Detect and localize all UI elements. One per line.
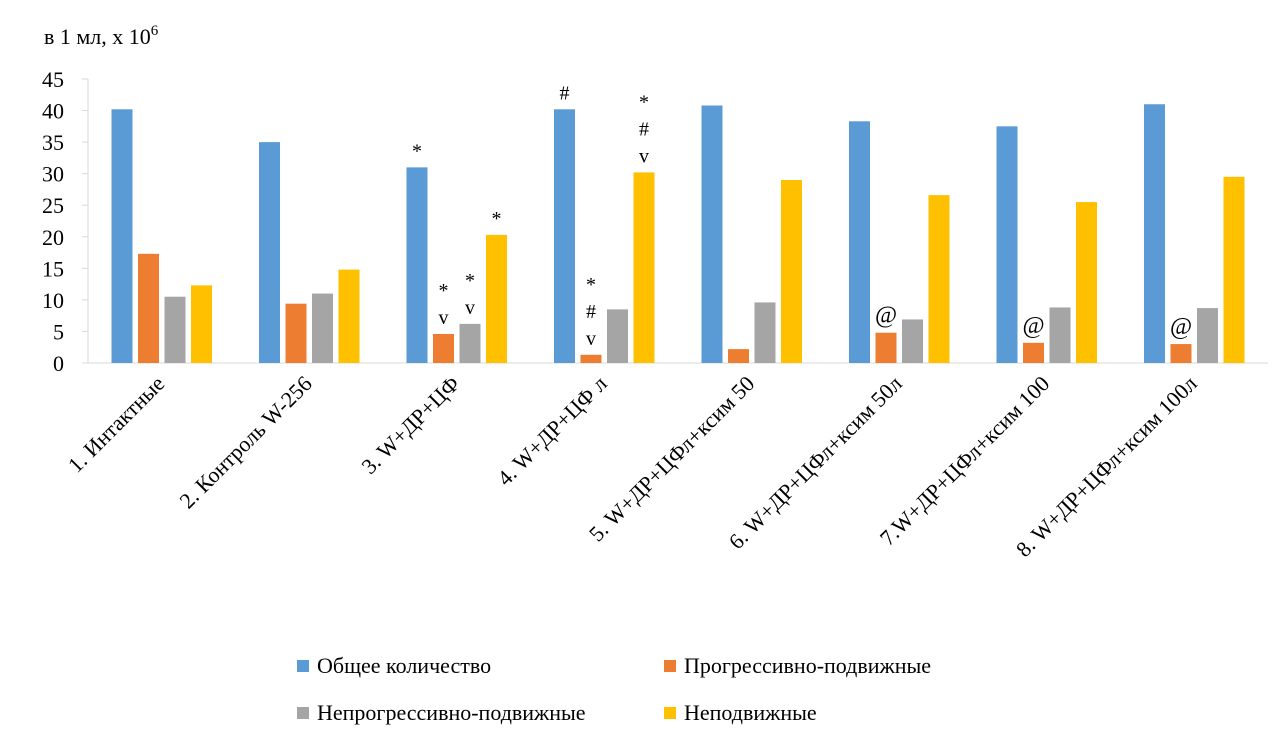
significance-mark: * <box>492 208 502 230</box>
bar <box>849 121 870 363</box>
category-label: 6. W+ДР+ЦФл+ксим 50л <box>724 371 907 554</box>
bar <box>754 302 776 363</box>
y-tick-label: 40 <box>42 99 64 124</box>
bar <box>1197 308 1218 363</box>
significance-mark: # <box>560 82 570 104</box>
bar <box>928 195 950 363</box>
significance-mark: * <box>412 140 422 162</box>
significance-mark: * <box>439 280 449 302</box>
category-label: 4. W+ДР+ЦФ л <box>492 371 612 491</box>
category-label: 1. Интактные <box>63 371 170 478</box>
bar <box>728 349 749 363</box>
significance-mark: @ <box>875 303 897 329</box>
bar <box>781 179 802 363</box>
bar <box>996 126 1018 363</box>
bar <box>1023 342 1044 363</box>
y-tick-label: 30 <box>42 162 64 187</box>
bar <box>285 303 307 363</box>
significance-mark: * <box>465 270 475 292</box>
significance-mark: v <box>639 145 649 167</box>
bar <box>191 285 212 363</box>
y-tick-label: 20 <box>42 225 64 250</box>
y-tick-label: 15 <box>42 256 64 281</box>
y-tick-label: 45 <box>42 67 64 92</box>
bar <box>406 167 428 363</box>
y-tick-label: 10 <box>42 288 64 313</box>
bar <box>259 142 280 363</box>
significance-mark: @ <box>1170 314 1192 340</box>
bar <box>607 309 628 363</box>
bar <box>312 293 333 363</box>
bar <box>1144 104 1165 363</box>
significance-mark: # <box>586 301 596 323</box>
bar <box>1049 307 1071 363</box>
bar <box>902 319 923 363</box>
bar <box>1076 202 1097 363</box>
category-label: 7.W+ДР+ЦФл+ксим 100 <box>875 371 1055 551</box>
y-tick-label: 35 <box>42 130 64 155</box>
bar <box>633 172 655 363</box>
y-tick-label: 25 <box>42 193 64 218</box>
significance-mark: # <box>639 118 649 140</box>
significance-mark: v <box>439 307 449 329</box>
category-label: 2. Контроль W-256 <box>174 371 316 513</box>
category-label: 5. W+ДР+ЦФл+ксим 50 <box>584 371 759 546</box>
significance-mark: v <box>465 297 475 319</box>
significance-mark: v <box>586 328 596 350</box>
bar <box>111 109 133 363</box>
significance-mark: @ <box>1022 313 1044 339</box>
y-tick-label: 5 <box>53 319 64 344</box>
bar <box>138 253 159 363</box>
significance-mark: * <box>639 91 649 113</box>
bar <box>1170 344 1192 363</box>
significance-mark: * <box>586 274 596 296</box>
bar <box>338 269 360 363</box>
bar <box>875 332 897 363</box>
y-axis-unit-label: в 1 мл, х 106 <box>44 23 159 49</box>
bar <box>433 333 454 363</box>
bar <box>1223 176 1245 363</box>
bar <box>554 109 575 363</box>
bar <box>580 354 602 363</box>
y-tick-label: 0 <box>53 351 64 376</box>
bar <box>459 323 481 363</box>
bar <box>164 296 186 363</box>
bar <box>701 105 723 364</box>
bar <box>486 234 507 363</box>
category-label: 3. W+ДР+ЦФ <box>356 371 464 479</box>
